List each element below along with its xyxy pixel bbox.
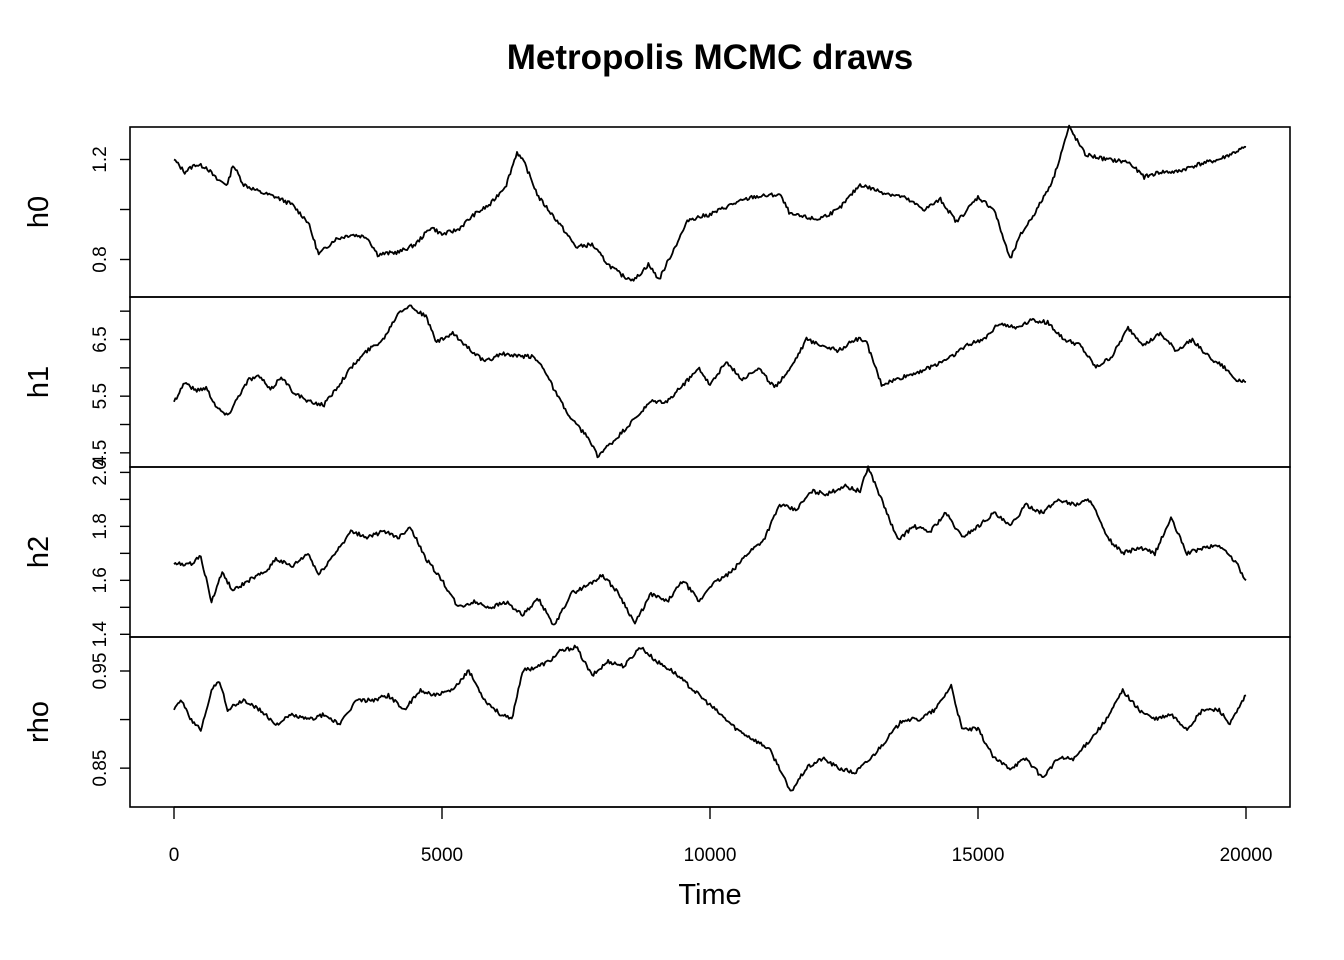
- trace-h1: [173, 304, 1247, 459]
- panel-h2: 1.4 1.6 1.8 2.0 h2: [23, 459, 1291, 648]
- panel-h1: 4.5 5.5 6.5 h1: [23, 296, 1291, 468]
- trace-rho: [173, 644, 1247, 792]
- panels-group: 0.8 1.2 h0 4.5 5.5 6.5 h1 1.4 1.6 1.8 2.0 h2 0.85 0.9…: [23, 124, 1291, 808]
- x-axis-label: Time: [678, 879, 741, 911]
- panel-frame-rho: [129, 636, 1291, 808]
- panel-h0: 0.8 1.2 h0: [23, 124, 1291, 298]
- ytick-label-h1-4: 6.5: [90, 326, 111, 352]
- trace-h2: [173, 465, 1247, 626]
- ytick-label-h1-2: 5.5: [90, 383, 111, 409]
- xtick-label-2: 10000: [684, 845, 737, 866]
- ytick-label-h1-0: 4.5: [90, 440, 111, 466]
- panel-frame-h0: [129, 126, 1291, 298]
- panel-frame-h1: [129, 296, 1291, 468]
- xtick-label-1: 5000: [421, 845, 463, 866]
- trace-h0: [173, 124, 1247, 282]
- ytick-label-h2-6: 2.0: [90, 459, 111, 485]
- ytick-label-rho-2: 0.95: [90, 653, 111, 690]
- x-axis: 0 5000 10000 15000 20000: [169, 806, 1273, 866]
- xtick-label-4: 20000: [1220, 845, 1273, 866]
- ytick-label-h2-0: 1.4: [90, 621, 111, 648]
- ytick-label-h0-2: 1.2: [90, 146, 111, 172]
- ytick-label-h0-0: 0.8: [90, 246, 111, 272]
- series-label-rho: rho: [23, 701, 55, 743]
- xtick-label-0: 0: [169, 845, 180, 866]
- ytick-label-h2-4: 1.8: [90, 513, 111, 539]
- ytick-label-h2-2: 1.6: [90, 567, 111, 593]
- xtick-label-3: 15000: [952, 845, 1005, 866]
- ytick-label-rho-0: 0.85: [90, 750, 111, 787]
- chart-title: Metropolis MCMC draws: [507, 38, 913, 77]
- series-label-h1: h1: [23, 366, 55, 398]
- panel-frame-h2: [129, 466, 1291, 638]
- series-label-h0: h0: [23, 196, 55, 228]
- series-label-h2: h2: [23, 536, 55, 568]
- panel-rho: 0.85 0.95 rho: [23, 636, 1291, 808]
